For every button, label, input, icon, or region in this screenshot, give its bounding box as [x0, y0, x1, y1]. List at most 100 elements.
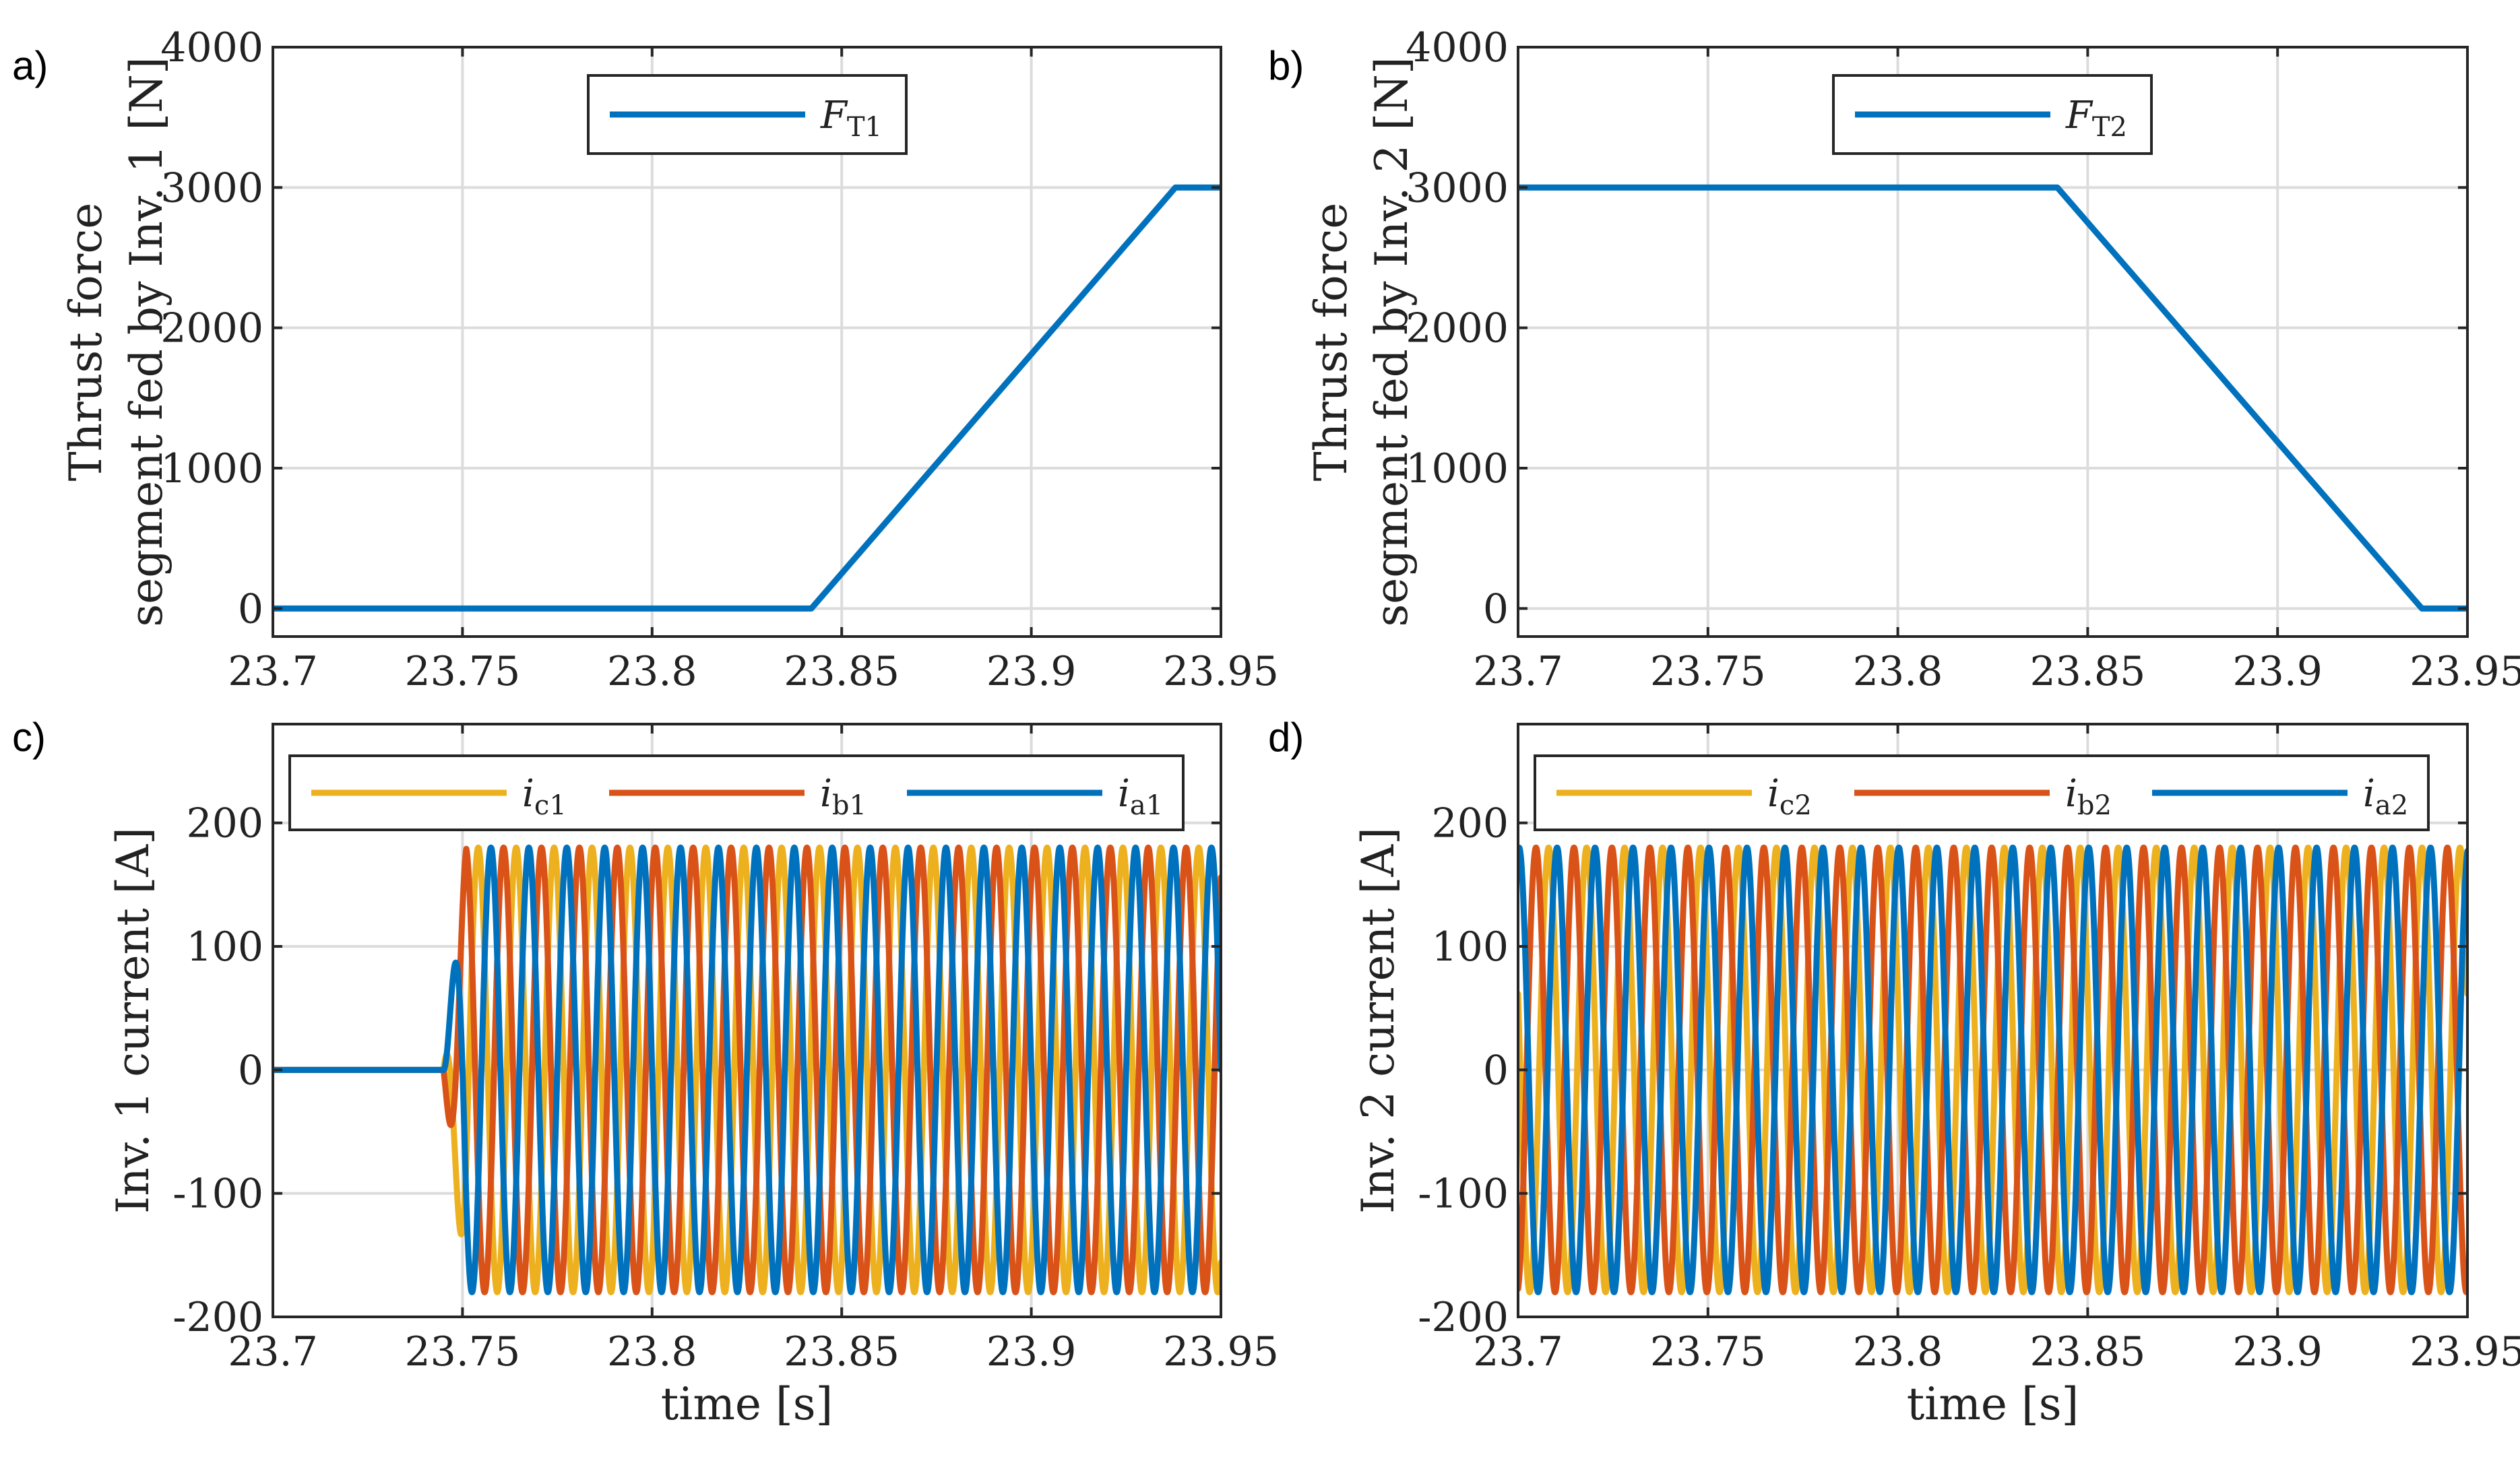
y-axis-label: Inv. 1 current [A]: [107, 827, 159, 1214]
y-tick-label: 0: [238, 1047, 263, 1094]
x-tick-label: 23.8: [1853, 1328, 1943, 1375]
x-tick-label: 23.95: [1163, 1328, 1279, 1375]
y-tick-label: 3000: [160, 164, 263, 212]
panel-label: b): [1268, 43, 1304, 88]
axes-frame: [1517, 723, 2469, 1318]
legend-entry-T1: FT1: [820, 94, 882, 143]
series-line-F-T1: [273, 184, 1221, 612]
x-tick-label: 23.85: [784, 648, 900, 695]
y-tick-label: 2000: [1406, 305, 1509, 352]
y-axis-label: Thrust force: [1305, 203, 1357, 482]
y-tick-label: 200: [186, 800, 263, 847]
y-tick-label: -100: [1418, 1171, 1509, 1218]
legend-symbol: i: [522, 772, 534, 816]
legend-entry-c2: ic2: [1767, 772, 1812, 821]
legend-subscript: a2: [2375, 790, 2408, 821]
panel-label: d): [1268, 715, 1304, 760]
legend-entry-b1: ib1: [820, 772, 867, 821]
series-line-i-a1: [273, 844, 1221, 1295]
x-tick-label: 23.95: [2409, 648, 2520, 695]
legend-subscript: b2: [2077, 790, 2112, 821]
x-tick-label: 23.75: [405, 648, 521, 695]
legend-subscript: c1: [534, 790, 567, 821]
legend-symbol: F: [820, 94, 848, 137]
x-tick-label: 23.8: [607, 648, 697, 695]
x-tick-label: 23.95: [2409, 1328, 2520, 1375]
legend: FT1: [587, 74, 908, 155]
series-group: [273, 844, 1221, 1295]
legend-subscript: T1: [847, 112, 882, 143]
y-tick-label: 1000: [160, 445, 263, 492]
legend-symbol: i: [1767, 772, 1779, 816]
legend-subscript: a1: [1130, 790, 1163, 821]
series-line-F-T2: [1518, 184, 2467, 612]
x-tick-label: 23.7: [228, 648, 318, 695]
panel-a-thrust-force-inv1: a) 23.7 23.75 23.8 23.85 23.9 23.95 0 1000 2000 30…: [12, 24, 1279, 695]
x-tick-label: 23.7: [1473, 1328, 1563, 1375]
series-line-i-a2: [1518, 844, 2467, 1295]
legend-symbol: i: [1118, 772, 1130, 816]
axes-frame: [272, 46, 1222, 638]
x-tick-label: 23.9: [986, 1328, 1077, 1375]
x-tick-label: 23.85: [784, 1328, 900, 1375]
panel-d-inv2-current: d) 23.7 23.75 23.8 23.85 23.9 23.95 -200 -100 0 10…: [1268, 715, 2520, 1430]
panel-b-thrust-force-inv2: b) 23.7 23.75 23.8 23.85 23.9 23.95 0 1000 2000 30…: [1268, 24, 2520, 695]
legend: ic2 ib2 ia2: [1534, 754, 2430, 831]
legend-symbol: F: [2065, 94, 2093, 137]
x-tick-label: 23.75: [1650, 648, 1766, 695]
y-tick-label: 0: [1483, 1047, 1509, 1094]
y-axis-label: Inv. 2 current [A]: [1352, 827, 1404, 1214]
x-tick-label: 23.9: [2232, 648, 2323, 695]
y-tick-label: 2000: [160, 305, 263, 352]
y-axis-label: Thrust force: [60, 203, 112, 482]
series-group: [1518, 844, 2467, 1295]
series-line-i-b2: [1518, 844, 2467, 1295]
y-axis-label: segment fed by Inv. 1 [N]: [121, 57, 172, 626]
x-tick-label: 23.85: [2030, 1328, 2146, 1375]
x-tick-label: 23.85: [2030, 648, 2146, 695]
x-axis-label: time [s]: [661, 1378, 833, 1430]
x-tick-label: 23.9: [986, 648, 1077, 695]
y-tick-label: 3000: [1406, 164, 1509, 212]
x-axis-label: time [s]: [1907, 1378, 2079, 1430]
x-tick-label: 23.75: [1650, 1328, 1766, 1375]
y-tick-label: 100: [1431, 923, 1509, 971]
x-tick-label: 23.75: [405, 1328, 521, 1375]
x-tick-label: 23.7: [228, 1328, 318, 1375]
legend-symbol: i: [2065, 772, 2077, 816]
y-tick-label: 0: [1483, 585, 1509, 633]
axes-frame: [1517, 46, 2469, 638]
y-tick-label: 0: [238, 585, 263, 633]
y-tick-label: 1000: [1406, 445, 1509, 492]
y-tick-label: 4000: [1406, 24, 1509, 71]
x-tick-label: 23.8: [607, 1328, 697, 1375]
y-tick-label: 200: [1431, 800, 1509, 847]
panel-label: c): [12, 715, 46, 760]
series-group: [273, 184, 1221, 612]
legend-symbol: i: [820, 772, 832, 816]
y-tick-label: 100: [186, 923, 263, 971]
legend: ic1 ib1 ia1: [288, 754, 1185, 831]
legend-entry-c1: ic1: [522, 772, 567, 821]
legend: FT2: [1832, 74, 2153, 155]
legend-entry-a2: ia2: [2363, 772, 2408, 821]
y-tick-label: -200: [172, 1294, 263, 1341]
x-tick-label: 23.8: [1853, 648, 1943, 695]
legend-symbol: i: [2363, 772, 2375, 816]
legend-subscript: c2: [1779, 790, 1812, 821]
x-tick-label: 23.7: [1473, 648, 1563, 695]
legend-subscript: T2: [2092, 112, 2127, 143]
panel-label: a): [12, 43, 48, 88]
x-tick-label: 23.95: [1163, 648, 1279, 695]
series-group: [1518, 184, 2467, 612]
legend-entry-a1: ia1: [1118, 772, 1163, 821]
y-tick-label: -100: [172, 1171, 263, 1218]
y-axis-label: segment fed by Inv. 2 [N]: [1366, 57, 1418, 626]
panel-c-inv1-current: c) 23.7 23.75 23.8 23.85 23.9 23.95 -200 -100 0 10…: [12, 715, 1279, 1430]
y-tick-label: 4000: [160, 24, 263, 71]
legend-entry-b2: ib2: [2065, 772, 2112, 821]
y-tick-label: -200: [1418, 1294, 1509, 1341]
x-tick-label: 23.9: [2232, 1328, 2323, 1375]
legend-entry-T2: FT2: [2065, 94, 2127, 143]
